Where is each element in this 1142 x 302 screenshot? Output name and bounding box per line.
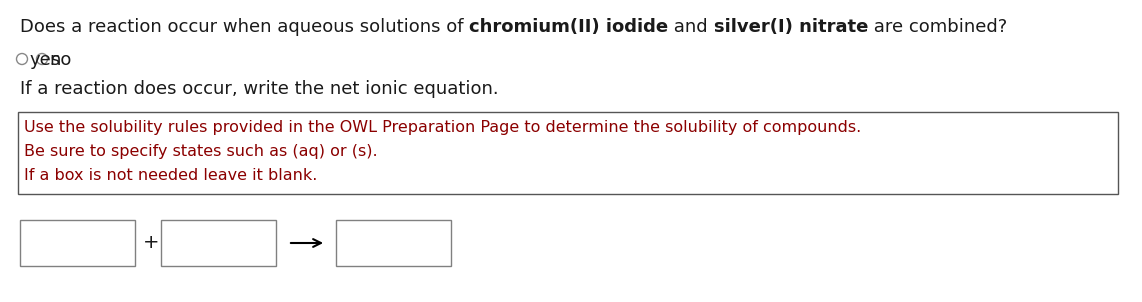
Bar [18, 112, 1118, 194]
Bar [21, 220, 135, 266]
Text: chromium(II) iodide: chromium(II) iodide [469, 18, 668, 36]
Text: +: + [143, 233, 160, 252]
Text: If a box is not needed leave it blank.: If a box is not needed leave it blank. [24, 168, 317, 183]
Text: are combined?: are combined? [868, 18, 1007, 36]
Text: If a reaction does occur, write the net ionic equation.: If a reaction does occur, write the net … [21, 80, 499, 98]
Text: yes: yes [30, 51, 61, 69]
Text: and: and [668, 18, 714, 36]
Text: no: no [49, 51, 72, 69]
Text: Be sure to specify states such as (aq) or (s).: Be sure to specify states such as (aq) o… [24, 144, 378, 159]
Bar [336, 220, 451, 266]
Text: Use the solubility rules provided in the OWL Preparation Page to determine the s: Use the solubility rules provided in the… [24, 120, 861, 135]
Bar [161, 220, 276, 266]
Text: Does a reaction occur when aqueous solutions of: Does a reaction occur when aqueous solut… [21, 18, 469, 36]
Text: silver(I) nitrate: silver(I) nitrate [714, 18, 868, 36]
